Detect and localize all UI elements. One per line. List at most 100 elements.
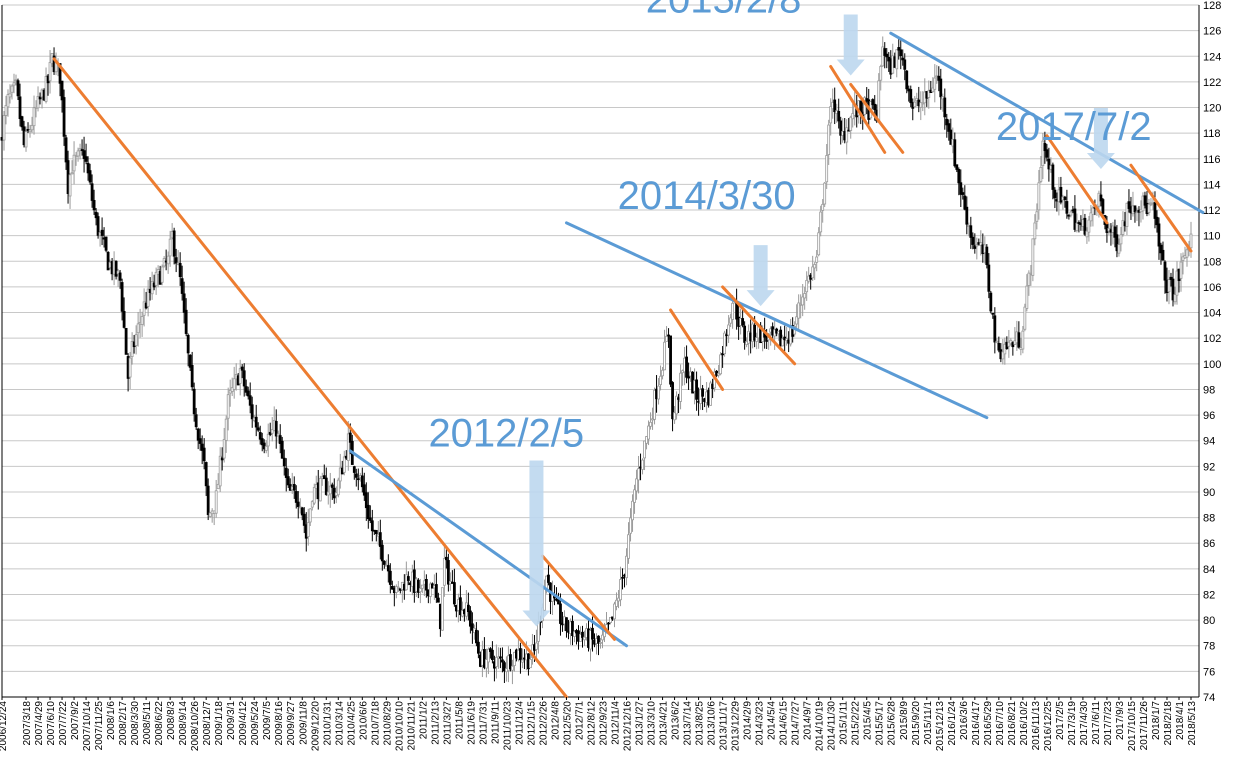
candle-body <box>258 432 262 440</box>
x-tick-label: 2011/2/13 <box>430 701 441 745</box>
x-tick-label: 2007/10/14 <box>82 701 93 751</box>
candle-body <box>32 107 36 127</box>
candle-body <box>76 150 80 157</box>
candle-body <box>1181 256 1185 261</box>
candle-body <box>154 271 158 286</box>
candle-body <box>903 59 907 70</box>
candle-body <box>474 629 478 644</box>
annotation-label: 2017/7/2 <box>996 105 1152 149</box>
candle-body <box>1117 244 1121 254</box>
x-tick-label: 2012/9/23 <box>599 701 610 746</box>
candle-body <box>945 118 949 126</box>
x-tick-label: 2012/7/1 <box>574 701 585 740</box>
candle-body <box>931 87 935 93</box>
candle-body <box>571 620 574 637</box>
candle-body <box>18 96 22 119</box>
x-tick-label: 2014/10/19 <box>815 701 826 751</box>
x-tick-label: 2016/11/13 <box>1031 701 1042 751</box>
candle-body <box>491 649 494 661</box>
x-tick-label: 2014/6/15 <box>779 701 790 746</box>
x-tick-label: 2008/9/14 <box>178 701 189 746</box>
candle-body <box>362 484 366 496</box>
candle-body <box>192 388 196 415</box>
x-tick-label: 2007/9/2 <box>70 701 81 740</box>
candle-body <box>1009 339 1013 345</box>
candle-body <box>1115 234 1119 252</box>
x-tick-label: 2018/5/13 <box>1187 701 1198 746</box>
y-tick-label: 122 <box>1203 77 1221 89</box>
x-axis-tick-labels: 2006/12/24 2007/3/18 2007/4/29 2007/6/10 200… <box>0 697 1198 751</box>
candle-body <box>591 627 594 640</box>
candle-body <box>168 238 172 257</box>
candle-body <box>899 49 903 57</box>
candle-body <box>821 203 825 211</box>
candle-body <box>901 57 905 61</box>
candle-body <box>274 421 278 437</box>
candle-body <box>509 654 512 670</box>
y-tick-label: 76 <box>1203 666 1215 678</box>
candle-body <box>969 225 973 238</box>
annotation-arrow-4 <box>1086 108 1115 170</box>
candle-body <box>1179 261 1183 279</box>
x-tick-label: 2018/4/1 <box>1175 701 1186 740</box>
candle-body <box>96 216 100 236</box>
candle-body <box>485 659 488 669</box>
candle-body <box>1101 199 1105 214</box>
candle-body <box>627 534 630 559</box>
candle-body <box>300 507 304 516</box>
candle-body <box>1067 214 1071 217</box>
candle-body <box>753 324 757 341</box>
candle-body <box>607 622 610 625</box>
y-tick-label: 90 <box>1203 487 1215 499</box>
candle-body <box>88 170 92 183</box>
candle-body <box>829 106 833 124</box>
candle-body <box>248 395 252 406</box>
candle-body <box>601 634 604 641</box>
candle-body <box>178 262 182 278</box>
x-tick-label: 2017/3/19 <box>1067 701 1078 746</box>
x-tick-label: 2014/3/23 <box>755 701 766 746</box>
candlesticks <box>0 36 1193 685</box>
x-tick-label: 2013/8/25 <box>695 701 706 746</box>
candle-body <box>521 659 524 663</box>
candle-body <box>1063 196 1067 200</box>
x-tick-label: 2016/3/6 <box>959 701 970 740</box>
candle-body <box>955 164 959 170</box>
candle-body <box>1157 223 1161 247</box>
candle-body <box>20 116 24 128</box>
x-tick-label: 2017/10/15 <box>1127 701 1138 751</box>
trendline-5 <box>564 221 989 420</box>
x-tick-label: 2008/1/6 <box>106 701 117 740</box>
candle-body <box>827 124 831 155</box>
x-tick-label: 2015/8/9 <box>899 701 910 740</box>
trendline-9 <box>889 31 1205 215</box>
candle-body <box>641 459 644 470</box>
candle-body <box>68 174 72 197</box>
trendline-2 <box>348 449 629 648</box>
annotation-arrows <box>522 14 1115 627</box>
candle-body <box>440 587 444 631</box>
candle-body <box>637 468 640 481</box>
candle-body <box>1053 189 1057 199</box>
candle-body <box>48 62 52 82</box>
candle-body <box>695 379 698 400</box>
candle-body <box>1113 226 1117 238</box>
y-tick-label: 82 <box>1203 589 1215 601</box>
x-tick-label: 2011/10/23 <box>502 701 513 751</box>
candle-body <box>667 334 670 337</box>
y-tick-label: 116 <box>1203 154 1221 166</box>
x-tick-label: 2016/4/17 <box>971 701 982 746</box>
x-tick-label: 2012/11/4 <box>611 701 622 745</box>
candle-body <box>28 129 32 133</box>
candle-body <box>599 641 602 644</box>
candle-body <box>260 438 264 446</box>
x-tick-label: 2013/10/6 <box>707 701 718 746</box>
candle-body <box>1039 167 1043 182</box>
candle-body <box>280 440 284 459</box>
candle-body <box>511 665 514 671</box>
candle-body <box>915 98 919 102</box>
candle-body <box>1159 244 1163 254</box>
y-tick-label: 86 <box>1203 538 1215 550</box>
trendline-4 <box>669 308 725 391</box>
candle-body <box>619 579 622 601</box>
